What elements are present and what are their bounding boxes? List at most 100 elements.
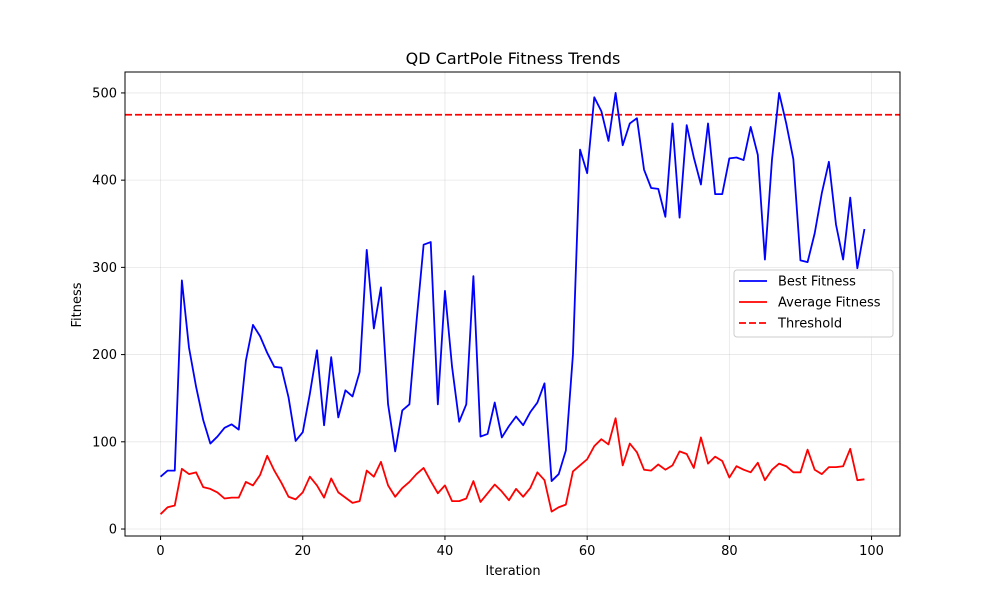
average-fitness-line [159,417,865,515]
data-point [750,126,752,128]
data-point [686,124,688,126]
data-point [238,429,240,431]
data-point [216,436,218,438]
data-point [607,140,609,142]
data-point [593,96,595,98]
data-point [337,416,339,418]
data-point [380,461,382,463]
data-point [323,424,325,426]
data-point [238,497,240,499]
data-point [792,158,794,160]
data-point [309,476,311,478]
y-tick-label: 300 [92,261,117,276]
data-point [295,498,297,500]
data-point [231,423,233,425]
data-point [728,477,730,479]
legend: Best Fitness Average Fitness Threshold [733,269,894,338]
data-point [494,484,496,486]
data-point [501,491,503,493]
data-point [408,403,410,405]
data-point [202,486,204,488]
data-point [302,431,304,433]
data-point [636,117,638,119]
data-point [693,467,695,469]
data-point [394,496,396,498]
data-point [487,492,489,494]
data-point [401,487,403,489]
data-point [728,157,730,159]
data-point [522,424,524,426]
data-point [280,367,282,369]
data-point [366,470,368,472]
data-point [174,504,176,506]
data-point [245,481,247,483]
data-point [700,436,702,438]
data-point [799,471,801,473]
data-point [707,463,709,465]
data-point [622,144,624,146]
data-point [629,122,631,124]
x-tick-label: 100 [859,544,884,559]
data-point [487,433,489,435]
legend-item: Best Fitness [739,275,856,290]
data-point [252,324,254,326]
data-point [465,497,467,499]
data-point [735,156,737,158]
x-tick-label: 40 [437,544,454,559]
data-point [778,92,780,94]
data-point [664,216,666,218]
data-point [615,417,617,419]
data-point [629,443,631,445]
data-point [792,471,794,473]
data-point [679,217,681,219]
x-tick-label: 0 [156,544,164,559]
data-point [835,224,837,226]
data-point [600,110,602,112]
data-point [600,438,602,440]
data-point [167,506,169,508]
legend-label: Threshold [777,317,842,332]
data-point [451,500,453,502]
data-point [316,484,318,486]
data-point [430,480,432,482]
data-point [309,393,311,395]
data-point [380,286,382,288]
data-point [764,479,766,481]
data-point [373,327,375,329]
data-point [814,232,816,234]
data-point [771,158,773,160]
data-point [480,501,482,503]
data-point [586,172,588,174]
data-point [437,492,439,494]
data-point [643,469,645,471]
data-point [359,500,361,502]
data-point [181,279,183,281]
data-point [664,469,666,471]
data-point [543,382,545,384]
data-point [202,419,204,421]
data-point [572,470,574,472]
data-point [472,480,474,482]
legend-box [733,269,894,338]
data-point [181,468,183,470]
series-layer [159,92,866,515]
data-point [394,450,396,452]
data-point [743,159,745,161]
data-point [835,466,837,468]
data-point [828,161,830,163]
data-point [160,476,162,478]
data-point [757,462,759,464]
data-point [814,469,816,471]
x-tick-label: 80 [721,544,738,559]
data-point [401,409,403,411]
data-point [224,427,226,429]
data-point [799,259,801,261]
data-point [359,371,361,373]
data-point [714,456,716,458]
data-point [451,366,453,368]
data-point [252,484,254,486]
chart-title: QD CartPole Fitness Trends [406,49,621,68]
data-point [273,470,275,472]
data-point [579,149,581,151]
